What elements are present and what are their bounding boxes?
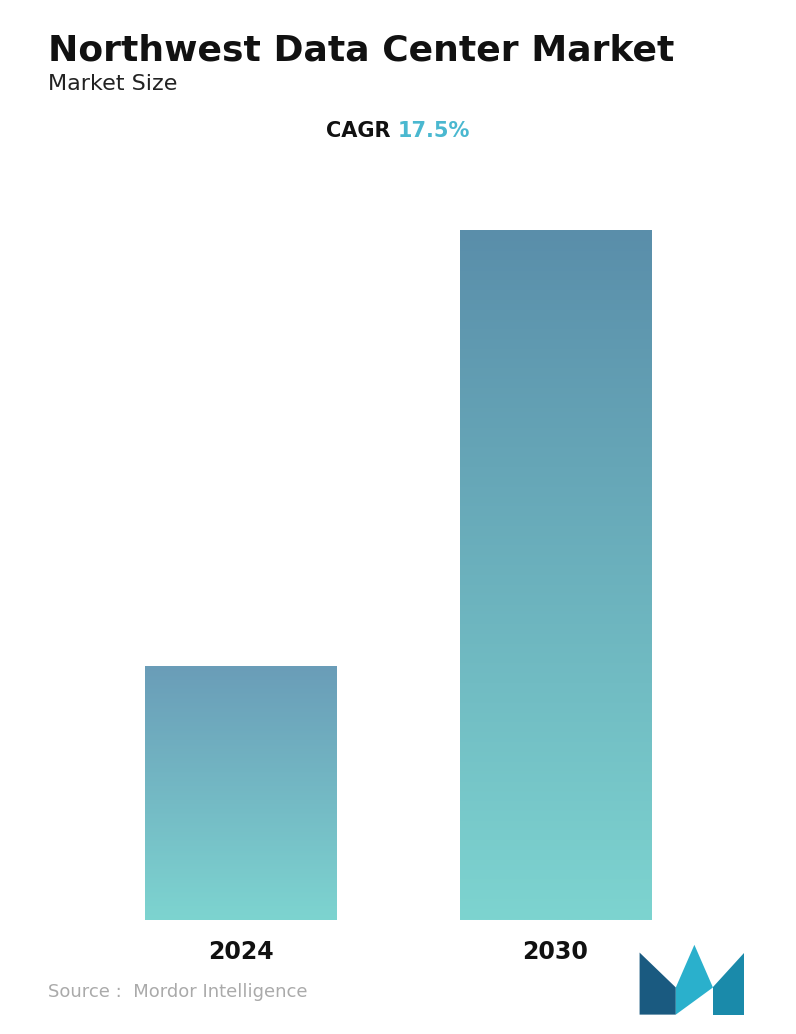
- Text: Northwest Data Center Market: Northwest Data Center Market: [48, 33, 674, 67]
- Text: 17.5%: 17.5%: [398, 121, 470, 141]
- Text: CAGR: CAGR: [326, 121, 398, 141]
- Text: Market Size: Market Size: [48, 74, 178, 94]
- Text: Source :  Mordor Intelligence: Source : Mordor Intelligence: [48, 983, 307, 1001]
